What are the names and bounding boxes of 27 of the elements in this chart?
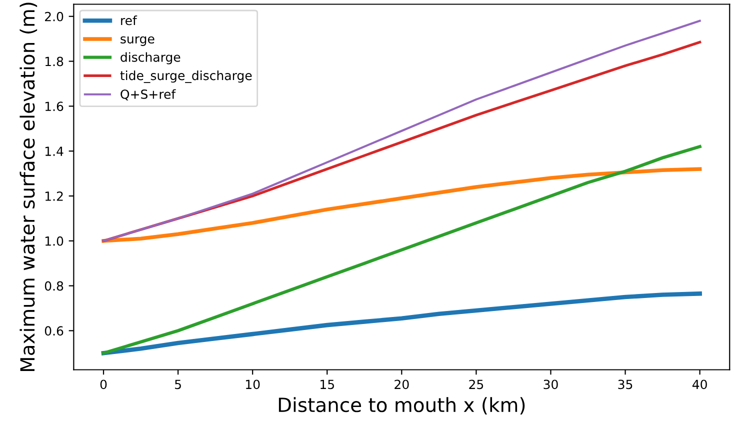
legend-label: tide_surge_discharge — [120, 70, 252, 83]
y-tick-label: 1.4 — [45, 146, 64, 156]
y-tick-label: 2.0 — [45, 12, 64, 22]
x-tick-label: 5 — [175, 380, 181, 390]
y-tick-label: 1.6 — [45, 102, 64, 112]
x-axis-title: Distance to mouth x (km) — [278, 397, 525, 414]
x-tick-label: 10 — [246, 380, 260, 390]
y-tick-label: 1.2 — [45, 191, 63, 201]
x-tick-label: 15 — [320, 380, 334, 390]
legend-label: discharge — [120, 52, 180, 64]
legend-label: ref — [121, 16, 138, 26]
y-tick-label: 0.6 — [44, 326, 64, 336]
y-tick-label: 1.0 — [45, 236, 64, 246]
line-series — [102, 167, 702, 243]
x-tick-label: 40 — [692, 380, 707, 390]
line-series — [102, 144, 702, 355]
x-tick-label: 30 — [544, 380, 558, 390]
y-tick-label: 0.8 — [44, 281, 64, 291]
line-series — [101, 291, 702, 356]
x-tick-label: 20 — [394, 380, 409, 390]
legend-label: surge — [120, 36, 154, 46]
y-tick-label: 1.8 — [45, 56, 64, 66]
x-tick-label: 25 — [469, 380, 484, 390]
x-tick-label: 0 — [100, 380, 107, 390]
x-tick-label: 35 — [618, 380, 632, 390]
y-axis-title: Maximum water surface elevation (m) — [20, 2, 38, 372]
legend-label: Q+S+ref — [120, 89, 176, 100]
